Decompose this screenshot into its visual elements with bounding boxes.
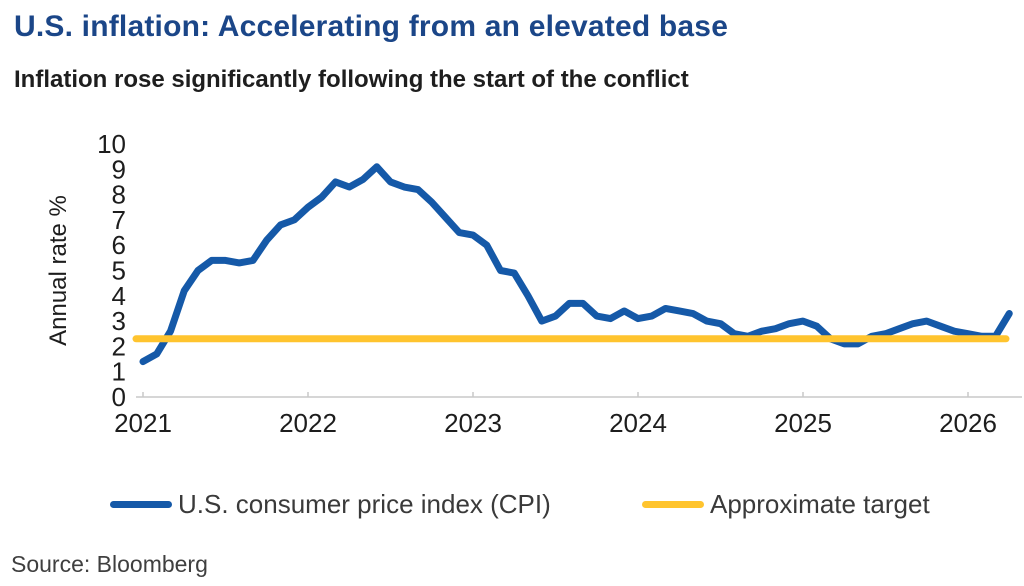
y-tick-label: 0	[112, 382, 126, 412]
x-tick-label: 2023	[444, 408, 502, 438]
chart-legend: U.S. consumer price index (CPI) Approxim…	[0, 489, 1024, 521]
y-tick-label: 10	[97, 129, 126, 159]
x-tick-label: 2024	[609, 408, 667, 438]
legend-label-target: Approximate target	[710, 488, 930, 519]
legend-item-cpi: U.S. consumer price index (CPI)	[110, 489, 551, 519]
cpi-line-swatch	[110, 500, 172, 508]
y-tick-label: 2	[112, 331, 126, 361]
x-tick-label: 2025	[774, 408, 832, 438]
target-line-swatch	[642, 500, 704, 508]
x-tick-label: 2022	[279, 408, 337, 438]
y-tick-label: 5	[112, 256, 126, 286]
y-tick-label: 9	[112, 154, 126, 184]
legend-item-target: Approximate target	[642, 489, 930, 519]
y-axis-title: Annual rate %	[45, 195, 72, 346]
y-tick-label: 7	[112, 205, 126, 235]
legend-label-cpi: U.S. consumer price index (CPI)	[178, 488, 551, 519]
chart-subtitle: Inflation rose significantly following t…	[14, 66, 689, 93]
y-tick-label: 4	[112, 281, 126, 311]
cpi-line	[139, 163, 1013, 366]
y-tick-label: 1	[112, 357, 126, 387]
page-title: U.S. inflation: Accelerating from an ele…	[14, 10, 729, 43]
x-tick-label: 2021	[114, 408, 172, 438]
y-tick-label: 6	[112, 230, 126, 260]
source-note: Source: Bloomberg	[11, 551, 208, 577]
y-tick-label: 3	[112, 306, 126, 336]
y-tick-label: 8	[112, 180, 126, 210]
x-tick-label: 2026	[939, 408, 997, 438]
